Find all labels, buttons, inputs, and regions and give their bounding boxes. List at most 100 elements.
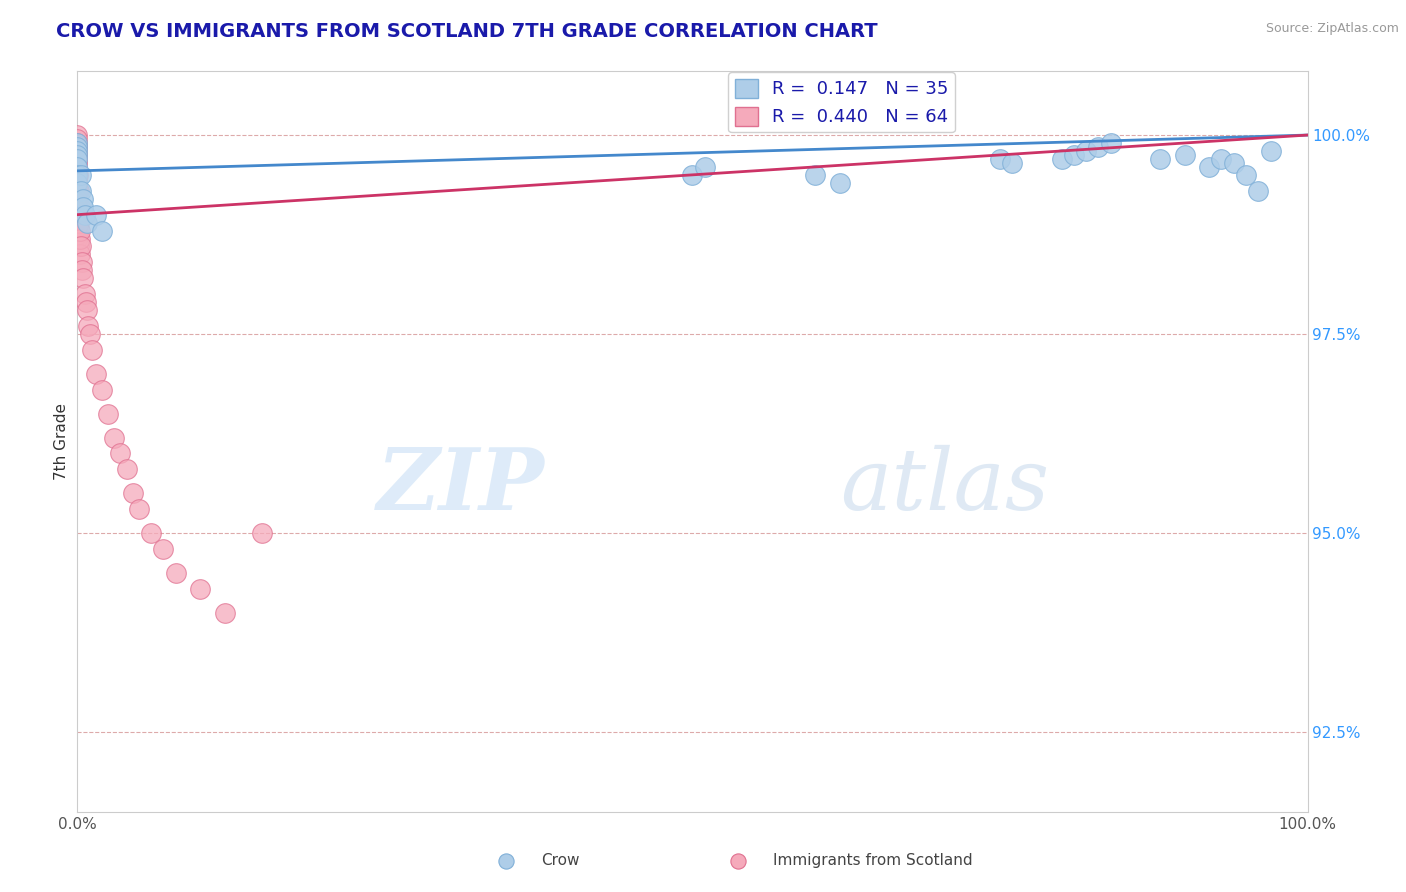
- Point: [90, 223, 114, 237]
- Point: [66, 192, 89, 206]
- Point: [66, 137, 89, 152]
- Point: [66, 179, 89, 194]
- Point: [1050, 152, 1073, 166]
- Point: [1211, 152, 1233, 166]
- Point: [1001, 156, 1024, 170]
- Point: [66, 148, 89, 162]
- Point: [67, 223, 90, 237]
- Point: [66, 208, 89, 222]
- Point: [66, 168, 89, 182]
- Point: [97, 407, 120, 421]
- Point: [66, 152, 89, 166]
- Point: [73, 208, 96, 222]
- Point: [66, 160, 89, 174]
- Point: [988, 152, 1011, 166]
- Point: [66, 153, 89, 168]
- Point: [1247, 184, 1270, 198]
- Point: [70, 255, 93, 269]
- Point: [66, 223, 89, 237]
- Point: [152, 541, 174, 556]
- Point: [67, 184, 90, 198]
- Point: [66, 156, 89, 170]
- Point: [250, 526, 273, 541]
- Point: [190, 582, 212, 596]
- Point: [66, 195, 89, 210]
- Point: [75, 295, 97, 310]
- Point: [66, 187, 89, 202]
- Point: [67, 239, 90, 253]
- Point: [66, 145, 89, 160]
- Point: [70, 184, 93, 198]
- Point: [128, 502, 150, 516]
- Point: [70, 239, 93, 253]
- Point: [66, 168, 89, 182]
- Point: [84, 367, 107, 381]
- Legend: R =  0.147   N = 35, R =  0.440   N = 64: R = 0.147 N = 35, R = 0.440 N = 64: [728, 72, 955, 132]
- Point: [1198, 160, 1220, 174]
- Point: [121, 486, 143, 500]
- Text: Immigrants from Scotland: Immigrants from Scotland: [773, 854, 973, 868]
- Point: [66, 227, 89, 242]
- Point: [72, 200, 94, 214]
- Point: [66, 211, 89, 226]
- Point: [66, 136, 89, 150]
- Point: [73, 287, 96, 301]
- Point: [1260, 144, 1282, 158]
- Point: [66, 164, 89, 178]
- Point: [69, 200, 91, 214]
- Point: [66, 140, 89, 154]
- Point: [1234, 168, 1257, 182]
- Point: [165, 566, 187, 580]
- Point: [115, 462, 138, 476]
- Point: [1223, 156, 1246, 170]
- Point: [76, 303, 98, 318]
- Point: [66, 231, 89, 245]
- Point: [1174, 148, 1197, 162]
- Text: atlas: atlas: [841, 444, 1049, 527]
- Point: [66, 184, 89, 198]
- Point: [66, 144, 89, 158]
- Point: [66, 160, 89, 174]
- Point: [79, 327, 101, 342]
- Point: [1063, 148, 1085, 162]
- Point: [682, 168, 704, 182]
- Point: [67, 216, 90, 230]
- Point: [66, 208, 89, 222]
- Point: [66, 216, 89, 230]
- Point: [66, 200, 89, 214]
- Point: [66, 176, 89, 190]
- Point: [70, 168, 93, 182]
- Point: [69, 247, 91, 261]
- Point: [1099, 136, 1122, 150]
- Point: [66, 176, 89, 190]
- Point: [66, 132, 89, 146]
- Point: [66, 150, 89, 164]
- Text: Crow: Crow: [541, 854, 579, 868]
- Point: [141, 526, 163, 541]
- Point: [66, 171, 89, 186]
- Point: [76, 216, 98, 230]
- Point: [70, 263, 93, 277]
- Point: [82, 343, 104, 357]
- Point: [66, 168, 89, 182]
- Point: [66, 142, 89, 156]
- Point: [72, 271, 94, 285]
- Point: [214, 606, 236, 620]
- Text: ZIP: ZIP: [377, 444, 546, 528]
- Point: [1149, 152, 1171, 166]
- Point: [69, 231, 91, 245]
- Point: [110, 446, 132, 460]
- Point: [69, 223, 91, 237]
- Point: [66, 203, 89, 218]
- Point: [66, 219, 89, 234]
- Point: [1087, 140, 1109, 154]
- Point: [693, 160, 716, 174]
- Point: [66, 148, 89, 162]
- Point: [804, 168, 827, 182]
- Text: Source: ZipAtlas.com: Source: ZipAtlas.com: [1265, 22, 1399, 36]
- Point: [66, 136, 89, 150]
- Y-axis label: 7th Grade: 7th Grade: [53, 403, 69, 480]
- Point: [66, 128, 89, 142]
- Point: [84, 208, 107, 222]
- Point: [72, 192, 94, 206]
